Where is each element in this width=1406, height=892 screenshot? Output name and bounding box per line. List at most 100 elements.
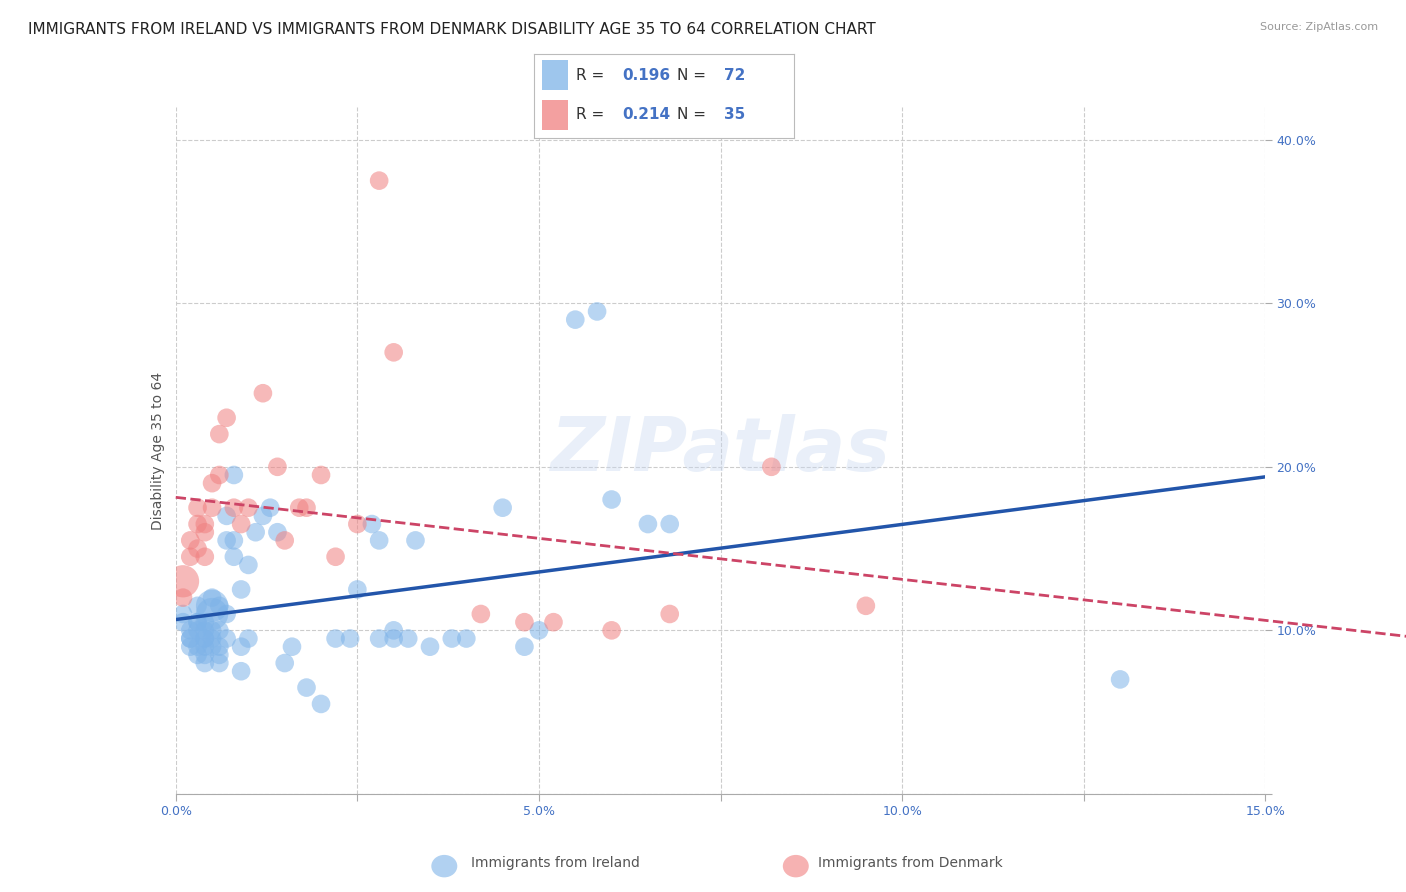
Point	[231, 516, 253, 531]
Point	[360, 516, 382, 531]
Point	[231, 640, 253, 654]
Point	[186, 615, 209, 630]
Point	[600, 492, 623, 507]
Point	[309, 467, 332, 482]
Point	[658, 607, 681, 621]
Point	[201, 500, 224, 515]
Bar	[543, 100, 568, 130]
Point	[215, 508, 238, 523]
Text: 72: 72	[724, 68, 745, 83]
Point	[215, 607, 238, 621]
Text: R =: R =	[576, 68, 609, 83]
Point	[222, 500, 245, 515]
Point	[492, 500, 515, 515]
Circle shape	[432, 855, 457, 878]
Point	[231, 664, 253, 679]
Point	[194, 615, 217, 630]
Point	[179, 624, 201, 638]
Text: Immigrants from Ireland: Immigrants from Ireland	[471, 856, 640, 871]
Point	[186, 599, 209, 613]
Point	[339, 632, 361, 646]
Point	[201, 632, 224, 646]
Point	[186, 624, 209, 638]
Point	[172, 615, 194, 630]
Point	[295, 681, 318, 695]
Text: Immigrants from Denmark: Immigrants from Denmark	[818, 856, 1002, 871]
Point	[658, 516, 681, 531]
Point	[208, 648, 231, 662]
Point	[194, 632, 217, 646]
Point	[245, 525, 267, 540]
Point	[382, 624, 405, 638]
Point	[238, 632, 260, 646]
Point	[186, 541, 209, 556]
Point	[179, 632, 201, 646]
Text: IMMIGRANTS FROM IRELAND VS IMMIGRANTS FROM DENMARK DISABILITY AGE 35 TO 64 CORRE: IMMIGRANTS FROM IRELAND VS IMMIGRANTS FR…	[28, 22, 876, 37]
Point	[194, 525, 217, 540]
Point	[201, 476, 224, 491]
Point	[346, 516, 368, 531]
Point	[456, 632, 478, 646]
Point	[309, 697, 332, 711]
Point	[382, 345, 405, 359]
Point	[238, 558, 260, 572]
Point	[208, 624, 231, 638]
Point	[194, 656, 217, 670]
Y-axis label: Disability Age 35 to 64: Disability Age 35 to 64	[150, 371, 165, 530]
Point	[405, 533, 427, 548]
Point	[194, 516, 217, 531]
Point	[201, 624, 224, 638]
Point	[215, 533, 238, 548]
Point	[172, 607, 194, 621]
Point	[564, 312, 586, 326]
Point	[201, 599, 224, 613]
Point	[325, 632, 347, 646]
Point	[179, 632, 201, 646]
Point	[208, 599, 231, 613]
Point	[201, 640, 224, 654]
Point	[274, 656, 297, 670]
Text: N =: N =	[678, 107, 711, 122]
Point	[440, 632, 463, 646]
Point	[368, 632, 391, 646]
Point	[179, 640, 201, 654]
Point	[201, 591, 224, 605]
Point	[194, 624, 217, 638]
Point	[215, 632, 238, 646]
Point	[266, 525, 288, 540]
Text: N =: N =	[678, 68, 711, 83]
Point	[186, 640, 209, 654]
Point	[761, 459, 783, 474]
Text: ZIPatlas: ZIPatlas	[551, 414, 890, 487]
Point	[238, 500, 260, 515]
Point	[288, 500, 311, 515]
Point	[194, 640, 217, 654]
Point	[513, 640, 536, 654]
Point	[186, 500, 209, 515]
Point	[194, 648, 217, 662]
Point	[600, 624, 623, 638]
Point	[215, 410, 238, 425]
Point	[274, 533, 297, 548]
Point	[172, 574, 194, 589]
Point	[186, 516, 209, 531]
Text: 35: 35	[724, 107, 745, 122]
Point	[396, 632, 419, 646]
Point	[179, 533, 201, 548]
Point	[208, 640, 231, 654]
Point	[252, 508, 274, 523]
Point	[259, 500, 281, 515]
Point	[325, 549, 347, 564]
Point	[281, 640, 304, 654]
Point	[208, 427, 231, 442]
Point	[513, 615, 536, 630]
Point	[222, 533, 245, 548]
Point	[470, 607, 492, 621]
Text: R =: R =	[576, 107, 609, 122]
Point	[194, 632, 217, 646]
Bar	[543, 61, 568, 90]
Point	[222, 549, 245, 564]
Circle shape	[783, 855, 808, 878]
Point	[194, 549, 217, 564]
Point	[295, 500, 318, 515]
